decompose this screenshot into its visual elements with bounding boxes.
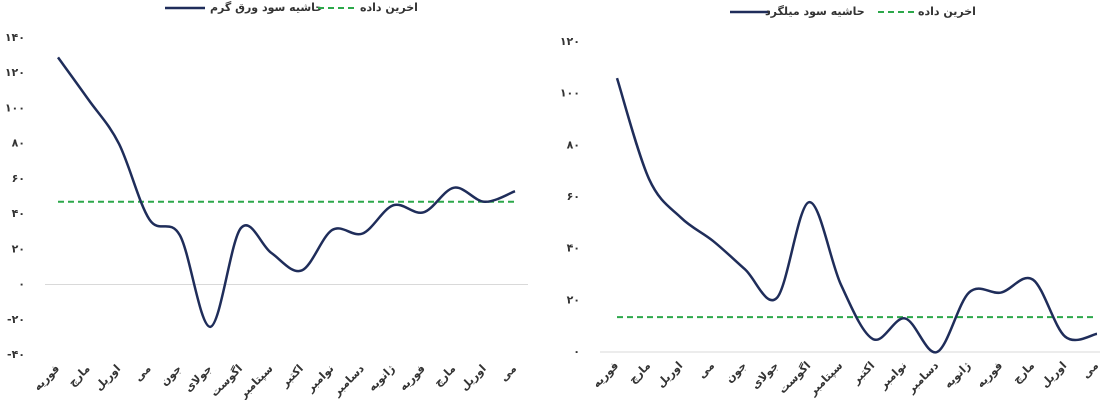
series-line <box>56 56 516 329</box>
legend-label: اخرین داده <box>918 5 976 18</box>
x-tick-label: فوریه <box>590 359 621 390</box>
x-tick-label: می <box>695 359 717 381</box>
x-tick-label: اوریل <box>458 362 489 393</box>
x-tick-label: مارچ <box>626 359 654 387</box>
y-tick-label: ۶۰ <box>567 190 580 203</box>
y-tick-label: ۸۰ <box>12 137 25 150</box>
x-tick-label: سپتامبر <box>806 359 846 399</box>
x-tick-label: اوریل <box>92 362 123 393</box>
x-tick-label: ژانویه <box>366 362 398 394</box>
y-tick-label: ۱۴۰ <box>5 31 25 44</box>
y-tick-label: ۲۰ <box>567 293 580 306</box>
x-tick-label: دسامبر <box>330 362 368 400</box>
y-tick-label: ۰ <box>18 278 25 291</box>
legend-label: اخرین داده <box>360 1 418 14</box>
x-tick-label: سپتامبر <box>236 362 276 400</box>
y-tick-label: ۲۰ <box>12 242 25 255</box>
x-tick-label: اوریل <box>654 359 685 390</box>
x-tick-label: دسامبر <box>904 359 942 397</box>
x-tick-label: فوریه <box>397 362 428 393</box>
y-tick-label: -۲۰ <box>7 313 25 326</box>
y-tick-label: ۱۰۰ <box>560 87 580 100</box>
x-tick-label: فوریه <box>31 362 62 393</box>
x-tick-label: مارچ <box>1010 359 1038 387</box>
x-tick-label: می <box>1079 359 1101 381</box>
y-tick-label: -۴۰ <box>7 348 25 361</box>
x-tick-label: فوریه <box>974 359 1005 390</box>
x-tick-label: اوریل <box>1038 359 1069 390</box>
x-tick-label: می <box>132 362 154 384</box>
x-tick-label: جون <box>158 362 184 388</box>
x-tick-label: ژانویه <box>941 359 973 391</box>
series-line <box>615 77 1098 354</box>
y-tick-label: ۸۰ <box>567 138 580 151</box>
legend-label: حاشیه سود ورق گرم <box>210 1 323 14</box>
x-tick-label: مارچ <box>66 362 94 390</box>
y-tick-label: ۴۰ <box>567 242 580 255</box>
x-tick-label: جون <box>723 359 749 385</box>
y-tick-label: ۴۰ <box>12 207 25 220</box>
y-tick-label: ۶۰ <box>12 172 25 185</box>
y-tick-label: ۱۰۰ <box>5 101 25 114</box>
y-tick-label: ۱۲۰ <box>560 35 580 48</box>
x-tick-label: مارچ <box>431 362 459 390</box>
legend-label: حاشیه سود میلگرد <box>765 5 865 18</box>
x-tick-label: اکتبر <box>849 359 877 387</box>
x-tick-label: اکتبر <box>278 362 306 390</box>
y-tick-label: ۱۲۰ <box>5 66 25 79</box>
x-tick-label: می <box>497 362 519 384</box>
y-tick-label: ۰ <box>573 345 580 358</box>
